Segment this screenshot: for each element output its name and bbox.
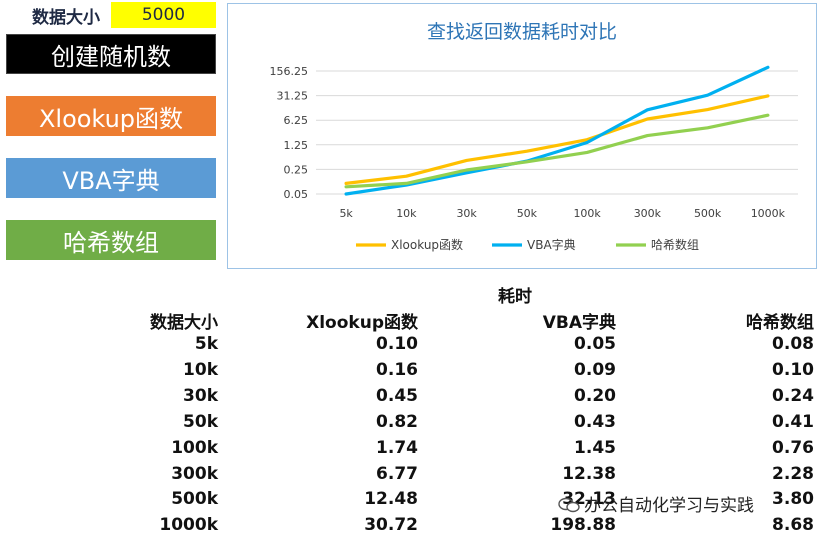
table-cell: 0.10	[376, 334, 418, 354]
table-row-label: 300k	[171, 463, 218, 484]
create-random-button[interactable]: 创建随机数	[6, 34, 216, 74]
table-cell: 0.76	[772, 437, 814, 458]
watermark: 办公自动化学习与实践	[558, 491, 754, 516]
legend-label: Xlookup函数	[391, 237, 463, 252]
hash-array-button[interactable]: 哈希数组	[6, 220, 216, 260]
series-line-1	[344, 94, 770, 185]
table-cell: 0.16	[376, 359, 418, 380]
line-chart: 查找返回数据耗时对比 0.05 0.25 1.25 6.25 31.25 156.25 5k 1…	[270, 21, 798, 252]
table-group-header: 耗时	[498, 287, 532, 307]
table-row-label: 5k	[194, 334, 218, 354]
legend-label: 哈希数组	[651, 237, 699, 252]
table-cell: 8.68	[772, 515, 814, 536]
y-tick-label: 6.25	[284, 114, 309, 127]
x-tick-label: 300k	[634, 207, 662, 220]
table-cell: 0.09	[574, 359, 616, 380]
table-cell: 0.20	[574, 385, 616, 406]
series-line-3	[344, 113, 770, 189]
table-cell: 0.24	[772, 385, 814, 406]
data-size-label: 数据大小	[32, 8, 100, 28]
chart-title: 查找返回数据耗时对比	[427, 21, 617, 43]
table-row-label: 50k	[183, 411, 218, 432]
table-cell: 12.38	[562, 463, 616, 484]
y-tick-label: 156.25	[270, 65, 309, 78]
legend-label: VBA字典	[527, 237, 576, 252]
table-cell: 2.28	[772, 463, 814, 484]
x-tick-label: 10k	[396, 207, 417, 220]
table-row-label: 1000k	[159, 515, 218, 536]
table-cell: 198.88	[550, 515, 616, 536]
table-cell: 0.10	[772, 359, 814, 380]
table-header: 哈希数组	[746, 313, 814, 333]
data-size-input[interactable]: 5000	[111, 2, 216, 28]
watermark-text: 办公自动化学习与实践	[584, 496, 754, 516]
y-tick-label: 0.25	[284, 163, 309, 176]
table-cell: 0.41	[772, 411, 814, 432]
x-tick-label: 1000k	[751, 207, 786, 220]
series-line-2	[344, 65, 770, 196]
table-cell: 0.82	[376, 411, 418, 432]
wechat-icon	[558, 497, 580, 513]
xlookup-button[interactable]: Xlookup函数	[6, 96, 216, 136]
table-header: 数据大小	[150, 313, 218, 333]
y-tick-label: 1.25	[284, 139, 309, 152]
x-tick-label: 100k	[573, 207, 601, 220]
table-cell: 0.05	[574, 334, 616, 354]
x-tick-label: 30k	[456, 207, 477, 220]
x-tick-label: 500k	[694, 207, 722, 220]
table-row-label: 10k	[183, 359, 218, 380]
y-tick-label: 0.05	[284, 188, 309, 201]
table-cell: 6.77	[376, 463, 418, 484]
table-cell: 0.43	[574, 411, 616, 432]
table-cell: 0.45	[376, 385, 418, 406]
table-header: VBA字典	[542, 313, 616, 333]
table-cell: 3.80	[772, 489, 814, 510]
x-tick-label: 5k	[339, 207, 353, 220]
table-cell: 1.45	[574, 437, 616, 458]
y-tick-label: 31.25	[277, 90, 309, 103]
vba-dictionary-button[interactable]: VBA字典	[6, 158, 216, 198]
x-tick-label: 50k	[517, 207, 538, 220]
chart-container[interactable]: 查找返回数据耗时对比 0.05 0.25 1.25 6.25 31.25 156.25 5k 1…	[227, 3, 817, 269]
table-header: Xlookup函数	[306, 313, 418, 333]
table-row-label: 500k	[171, 489, 218, 510]
table-cell: 30.72	[364, 515, 418, 536]
table-cell: 1.74	[376, 437, 418, 458]
table-cell: 12.48	[364, 489, 418, 510]
table-row-label: 30k	[183, 385, 218, 406]
table-row-label: 100k	[171, 437, 218, 458]
table-cell: 0.08	[772, 334, 814, 354]
